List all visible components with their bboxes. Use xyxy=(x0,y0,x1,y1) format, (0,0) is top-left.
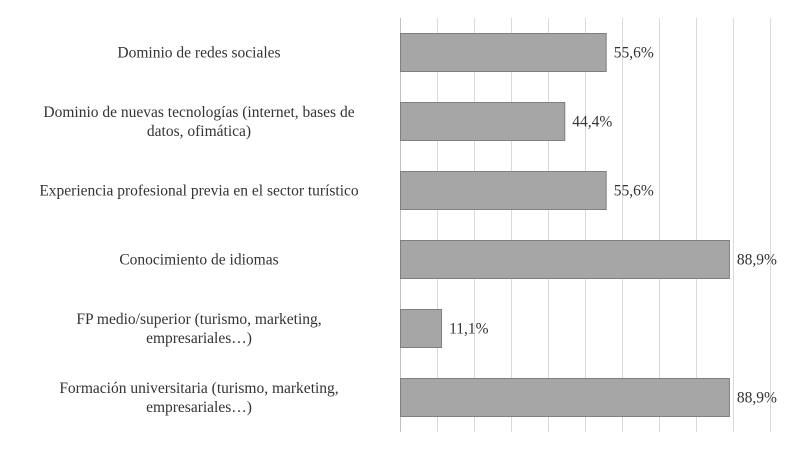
category-label-line: Dominio de redes sociales xyxy=(117,45,280,62)
data-labels: 55,6% 44,4% 55,6% 88,9% 11,1% 88,9% xyxy=(449,45,777,407)
category-labels: Dominio de redes sociales Dominio de nuev… xyxy=(39,45,359,417)
category-label-line: empresariales…) xyxy=(146,399,252,416)
bar xyxy=(400,378,730,417)
category-label: FP medio/superior (turismo, marketing, em… xyxy=(76,311,321,347)
category-label-line: Dominio de nuevas tecnologías (internet,… xyxy=(43,104,354,121)
data-label: 11,1% xyxy=(449,321,489,338)
category-label-line: Experiencia profesional previa en el sec… xyxy=(39,183,359,200)
data-label: 55,6% xyxy=(614,183,654,200)
category-label: Formación universitaria (turismo, market… xyxy=(59,380,338,416)
category-label: Experiencia profesional previa en el sec… xyxy=(39,183,359,200)
category-label-line: FP medio/superior (turismo, marketing, xyxy=(76,311,321,328)
category-label-line: Conocimiento de idiomas xyxy=(119,252,278,269)
bar xyxy=(400,33,607,72)
category-label-line: empresariales…) xyxy=(146,330,252,347)
data-label: 44,4% xyxy=(572,114,612,131)
category-label: Dominio de nuevas tecnologías (internet,… xyxy=(43,104,354,140)
bar xyxy=(400,309,443,348)
bar xyxy=(400,240,730,279)
bars xyxy=(400,33,730,417)
data-label: 55,6% xyxy=(614,45,654,62)
category-label: Conocimiento de idiomas xyxy=(119,252,278,269)
category-label: Dominio de redes sociales xyxy=(117,45,280,62)
bar xyxy=(400,171,607,210)
category-label-line: datos, ofimática) xyxy=(147,123,251,140)
data-label: 88,9% xyxy=(737,390,777,407)
bar xyxy=(400,102,566,141)
gridlines xyxy=(400,18,771,432)
data-label: 88,9% xyxy=(737,252,777,269)
category-label-line: Formación universitaria (turismo, market… xyxy=(59,380,338,397)
